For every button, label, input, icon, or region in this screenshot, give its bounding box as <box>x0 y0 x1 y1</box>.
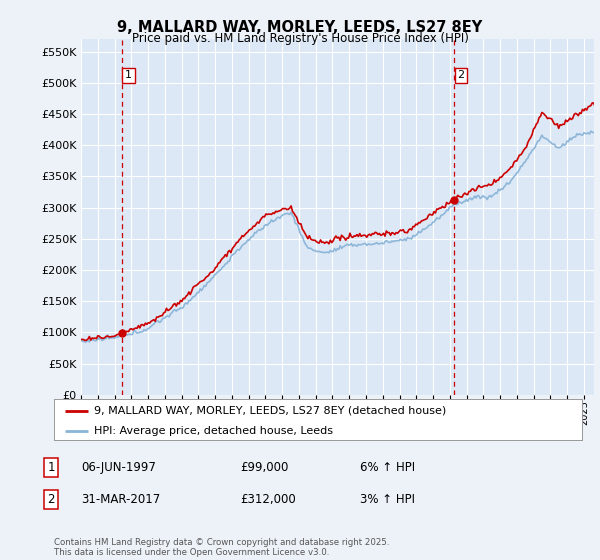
Text: 1: 1 <box>47 461 55 474</box>
Text: 2: 2 <box>457 71 464 81</box>
Text: 06-JUN-1997: 06-JUN-1997 <box>81 461 156 474</box>
Text: £312,000: £312,000 <box>240 493 296 506</box>
Text: 1: 1 <box>125 71 132 81</box>
Text: 3% ↑ HPI: 3% ↑ HPI <box>360 493 415 506</box>
Text: £99,000: £99,000 <box>240 461 289 474</box>
Text: 9, MALLARD WAY, MORLEY, LEEDS, LS27 8EY: 9, MALLARD WAY, MORLEY, LEEDS, LS27 8EY <box>118 20 482 35</box>
Text: 9, MALLARD WAY, MORLEY, LEEDS, LS27 8EY (detached house): 9, MALLARD WAY, MORLEY, LEEDS, LS27 8EY … <box>94 405 446 416</box>
Text: Price paid vs. HM Land Registry's House Price Index (HPI): Price paid vs. HM Land Registry's House … <box>131 32 469 45</box>
Text: 6% ↑ HPI: 6% ↑ HPI <box>360 461 415 474</box>
Text: 2: 2 <box>47 493 55 506</box>
Text: 31-MAR-2017: 31-MAR-2017 <box>81 493 160 506</box>
Text: Contains HM Land Registry data © Crown copyright and database right 2025.
This d: Contains HM Land Registry data © Crown c… <box>54 538 389 557</box>
Text: HPI: Average price, detached house, Leeds: HPI: Average price, detached house, Leed… <box>94 426 332 436</box>
